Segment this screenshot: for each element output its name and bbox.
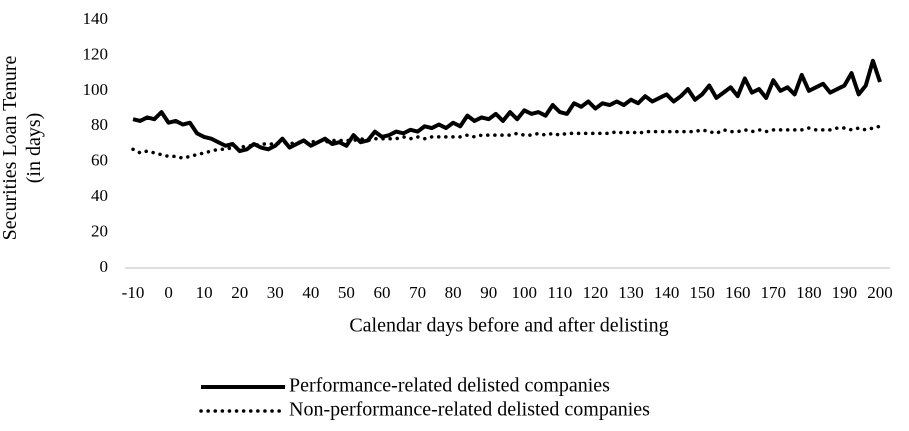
x-tick-label: 20 [231, 283, 248, 302]
x-tick-label: 160 [725, 283, 751, 302]
y-axis-label: Securities Loan Tenure (in days) [0, 55, 45, 240]
x-axis-label: Calendar days before and after delisting [349, 315, 668, 337]
x-tick-label: 130 [618, 283, 644, 302]
x-tick-label: 150 [689, 283, 715, 302]
series-line [132, 58, 882, 154]
x-tick-label: 100 [512, 283, 538, 302]
x-tick-label: 10 [196, 283, 213, 302]
x-tick-label: 120 [583, 283, 609, 302]
x-tick-label: 90 [480, 283, 497, 302]
x-tick-label: 50 [338, 283, 355, 302]
x-tick-label: 0 [164, 283, 173, 302]
y-tick-label: 120 [83, 44, 109, 63]
x-tick-label: 190 [832, 283, 858, 302]
series-line [131, 124, 882, 160]
x-tick-label: 200 [867, 283, 893, 302]
x-tick-label: 40 [302, 283, 319, 302]
y-tick-label: 0 [100, 257, 109, 276]
y-tick-label: 100 [83, 80, 109, 99]
x-tick-label: 80 [445, 283, 462, 302]
x-tick-label: 140 [654, 283, 680, 302]
x-tick-label: 110 [547, 283, 572, 302]
legend-label: Performance-related delisted companies [289, 375, 610, 397]
y-tick-label: 60 [91, 151, 108, 170]
legend-label: Non-performance-related delisted compani… [289, 399, 650, 421]
y-tick-label: 20 [91, 221, 108, 240]
x-tick-label: -10 [122, 283, 145, 302]
x-tick-label: 60 [374, 283, 391, 302]
x-tick-label: 30 [267, 283, 284, 302]
y-tick-label: 80 [91, 115, 108, 134]
y-tick-label: 40 [91, 186, 108, 205]
x-tick-label: 180 [796, 283, 822, 302]
x-tick-label: 70 [409, 283, 426, 302]
x-tick-label: 170 [761, 283, 787, 302]
y-tick-label: 140 [83, 9, 109, 28]
